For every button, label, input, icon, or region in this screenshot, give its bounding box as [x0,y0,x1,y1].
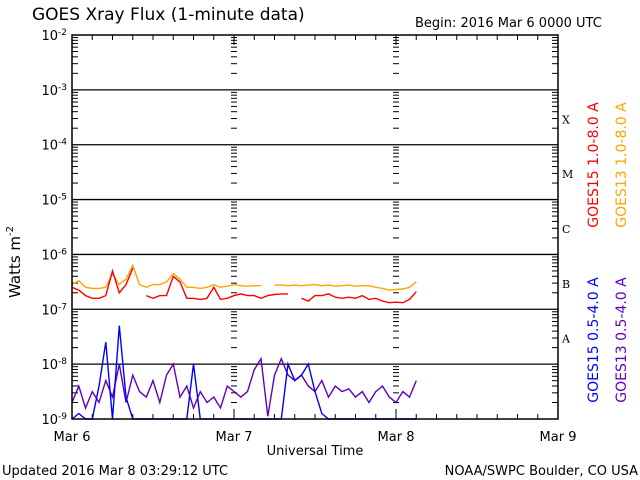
y-tick-label: 10-5 [41,193,67,209]
x-tick-label: Mar 6 [54,430,91,445]
y-tick-labels: 10-910-810-710-610-510-410-310-2 [41,28,67,428]
y-tick-exp: -8 [58,357,67,367]
series-line-goes13-0-5-4-0-a [71,356,417,417]
x-tick-label: Mar 7 [216,430,253,445]
updated-timestamp: Updated 2016 Mar 8 03:29:12 UTC [2,464,228,479]
legend-label: GOES13 1.0-8.0 A [614,102,630,228]
series-line-goes13-1-0-8-0-a [71,263,417,291]
y-axis-label-text: Watts m [6,236,24,298]
y-axis-label: Watts m-2 [5,226,24,298]
y-tick-exp: -9 [58,412,67,422]
legend-entry: GOES13 1.0-8.0 A [614,102,630,228]
plot-frame [71,34,559,420]
flare-class-label: C [562,223,570,236]
svg-text:Watts m-2: Watts m-2 [5,226,24,298]
x-tick-label: Mar 9 [540,430,577,445]
x-tick-labels: Mar 6 Mar 7 Mar 8 Mar 9 [54,430,577,445]
legend-label: GOES15 0.5-4.0 A [586,277,602,403]
x-tick-label: Mar 8 [378,430,415,445]
y-tick-exp: -2 [58,28,67,38]
legend-entry: GOES15 1.0-8.0 A [586,102,602,228]
y-tick-base: 10 [41,194,58,209]
y-tick-exp: -4 [58,138,67,148]
y-tick-label: 10-2 [41,28,67,44]
y-tick-base: 10 [41,139,58,154]
y-tick-label: 10-7 [41,302,67,318]
axis-ticks [71,35,559,419]
chart-title: GOES Xray Flux (1-minute data) [32,5,305,25]
flare-class-label: A [561,333,571,346]
y-tick-base: 10 [41,84,58,99]
y-tick-base: 10 [41,413,58,428]
begin-label: Begin: 2016 Mar 6 0000 UTC [415,16,602,31]
flare-class-label: B [562,278,570,291]
y-tick-base: 10 [41,248,58,263]
legend-entry: GOES13 0.5-4.0 A [614,277,630,403]
legend-entry: GOES15 0.5-4.0 A [586,277,602,403]
y-tick-label: 10-8 [41,357,67,373]
y-tick-base: 10 [41,358,58,373]
y-tick-label: 10-4 [41,138,67,154]
legend-label: GOES13 0.5-4.0 A [614,277,630,403]
legend-label: GOES15 1.0-8.0 A [586,102,602,228]
y-tick-label: 10-3 [41,83,67,99]
x-axis-label: Universal Time [267,444,364,459]
y-tick-exp: -3 [58,83,67,93]
y-tick-exp: -5 [58,193,67,203]
series-line-goes15-0-5-4-0-a [71,325,417,420]
y-tick-exp: -6 [58,247,67,257]
y-tick-base: 10 [41,303,58,318]
y-tick-label: 10-9 [41,412,67,428]
flare-class-label: M [562,168,573,181]
series-lines [71,263,417,420]
series-line-goes15-1-0-8-0-a [71,267,417,304]
credit-label: NOAA/SWPC Boulder, CO USA [445,464,638,479]
y-tick-exp: -7 [58,302,67,312]
y-axis-label-exp: -2 [5,226,16,236]
y-tick-label: 10-6 [41,247,67,263]
legend: GOES15 1.0-8.0 A GOES13 1.0-8.0 A GOES15 0… [586,102,630,403]
gridlines [72,89,558,365]
flare-class-labels: A B C M X [561,113,573,345]
flare-class-label: X [562,113,570,126]
y-tick-base: 10 [41,29,58,44]
